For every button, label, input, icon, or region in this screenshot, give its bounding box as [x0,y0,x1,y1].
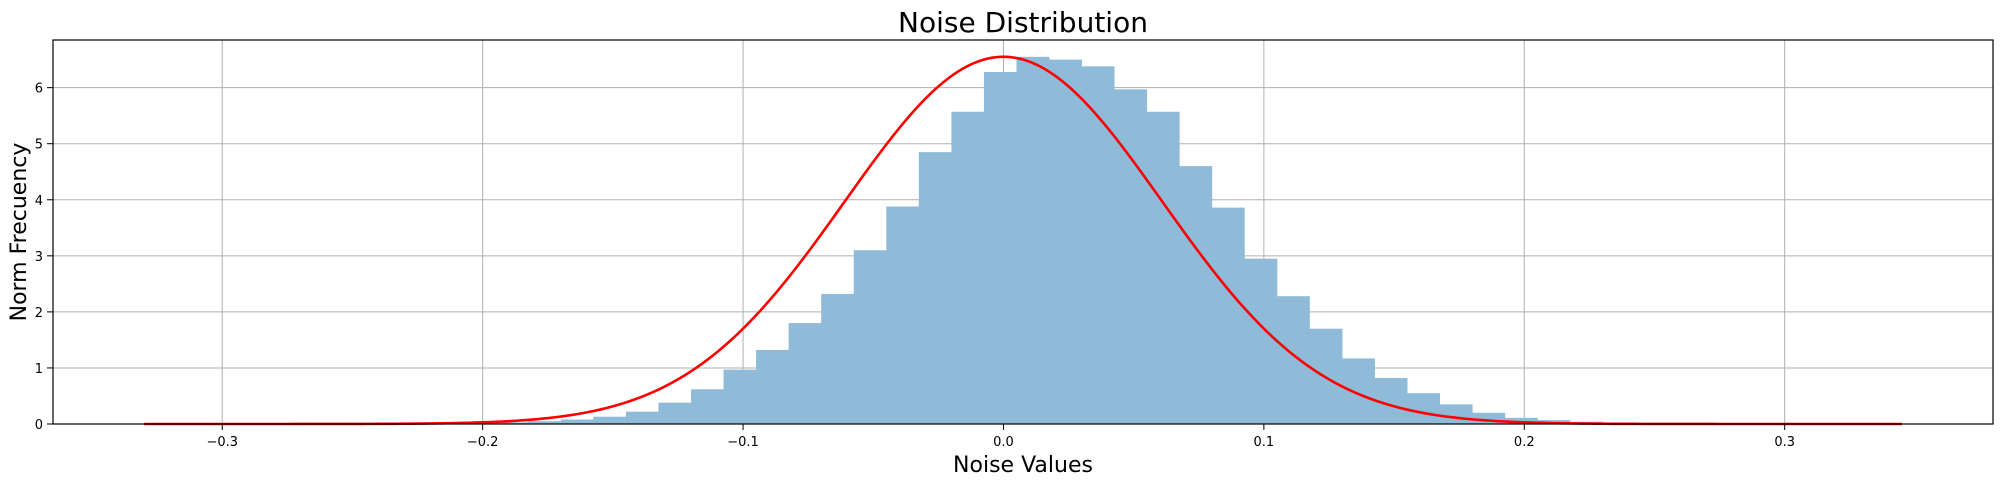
histogram-bar [821,293,855,424]
y-axis-ticks: 0 1 2 3 4 5 6 [35,82,53,433]
histogram-bar [723,369,757,424]
x-tick-label: 0.1 [1254,435,1275,450]
histogram-bar [1341,358,1375,424]
histogram-bar [625,411,659,424]
y-tick-label: 6 [35,82,43,97]
histogram-bar [1439,404,1473,424]
histogram-bar [1407,393,1441,424]
histogram-bar [756,350,790,424]
x-tick-label: 0.3 [1774,435,1795,450]
histogram-bar [886,206,920,424]
histogram-bar [1081,66,1115,424]
histogram-bar [560,419,594,424]
y-tick-label: 4 [35,194,43,209]
histogram-bar [1244,258,1278,424]
histogram-bar [951,111,985,424]
x-tick-label: 0.2 [1514,435,1535,450]
x-tick-label: −0.1 [727,435,759,450]
histogram-bar [853,250,887,424]
histogram-bar [1049,59,1082,425]
x-axis-label: Noise Values [953,453,1093,478]
plot-frame [52,39,1994,425]
x-axis-ticks: −0.3 −0.2 −0.1 0.0 0.1 0.2 0.3 [206,424,1795,450]
histogram-bar [1276,296,1310,424]
histogram-bar [690,389,724,424]
x-tick-label: −0.2 [467,435,499,450]
histogram-bar [983,71,1017,425]
histogram-bar [1211,207,1245,424]
histogram-bar [593,416,627,424]
histogram-bar [1146,111,1180,424]
y-tick-label: 5 [35,138,43,153]
x-tick-label: 0.0 [993,435,1014,450]
histogram-bar [528,421,562,424]
histogram-bar [495,422,529,424]
y-tick-label: 2 [35,306,43,321]
y-axis-label: Norm Frecuency [7,143,32,322]
y-tick-label: 1 [35,362,43,377]
histogram-bar [1472,412,1506,424]
histogram-bar [918,152,952,424]
histogram-bar [1179,166,1213,424]
x-tick-label: −0.3 [206,435,238,450]
histogram-bar [1114,89,1148,424]
histogram-bar [788,323,822,424]
histogram-bar [658,402,692,424]
y-tick-label: 3 [35,250,43,265]
histogram-bar [1504,417,1538,424]
y-tick-label: 0 [35,418,43,433]
chart-title: Noise Distribution [898,6,1148,39]
histogram-bar [1016,56,1050,425]
histogram-bars [463,56,1668,425]
